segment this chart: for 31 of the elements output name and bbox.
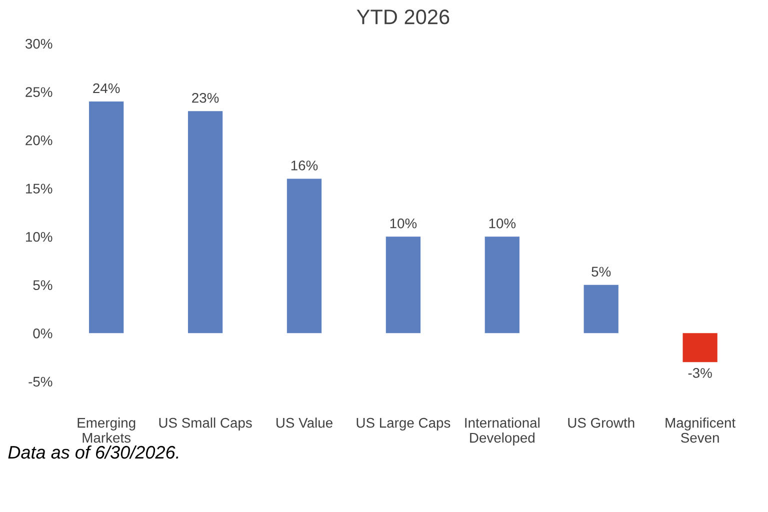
- y-tick-label: 30%: [25, 38, 52, 49]
- y-tick-label: 20%: [26, 135, 52, 146]
- x-tick-label: International Developed: [465, 418, 540, 446]
- data-label: 24%: [93, 83, 120, 94]
- x-tick-label: Emerging Markets: [78, 418, 136, 443]
- x-tick-label: US Small Caps: [159, 418, 252, 430]
- chart-title: YTD 2026: [356, 10, 450, 24]
- y-tick-label: 10%: [26, 232, 52, 242]
- y-tick-label: -5%: [28, 376, 52, 387]
- x-tick-label: US Large Caps: [356, 418, 450, 430]
- bar: [188, 111, 223, 334]
- bar: [484, 236, 520, 334]
- y-tick-label: 15%: [26, 184, 52, 194]
- data-label: -3%: [688, 368, 712, 378]
- bar: [89, 101, 124, 334]
- data-label: 10%: [489, 218, 516, 228]
- bar: [682, 333, 718, 362]
- bar: [286, 178, 322, 334]
- x-tick-label: US Growth: [568, 418, 634, 428]
- x-tick-label: US Value: [276, 418, 332, 428]
- y-tick-label: 0%: [33, 328, 52, 338]
- bar: [584, 284, 618, 334]
- data-label: 10%: [390, 218, 417, 228]
- x-tick-label: Magnificent Seven: [666, 418, 736, 443]
- y-tick-label: 5%: [33, 280, 52, 290]
- bar: [386, 236, 421, 334]
- data-label: 5%: [592, 266, 611, 277]
- y-tick-label: 25%: [26, 87, 52, 97]
- data-label: 23%: [192, 92, 219, 103]
- data-label: 16%: [291, 160, 318, 170]
- text: Data as of 6/30/2026.: [8, 445, 178, 459]
